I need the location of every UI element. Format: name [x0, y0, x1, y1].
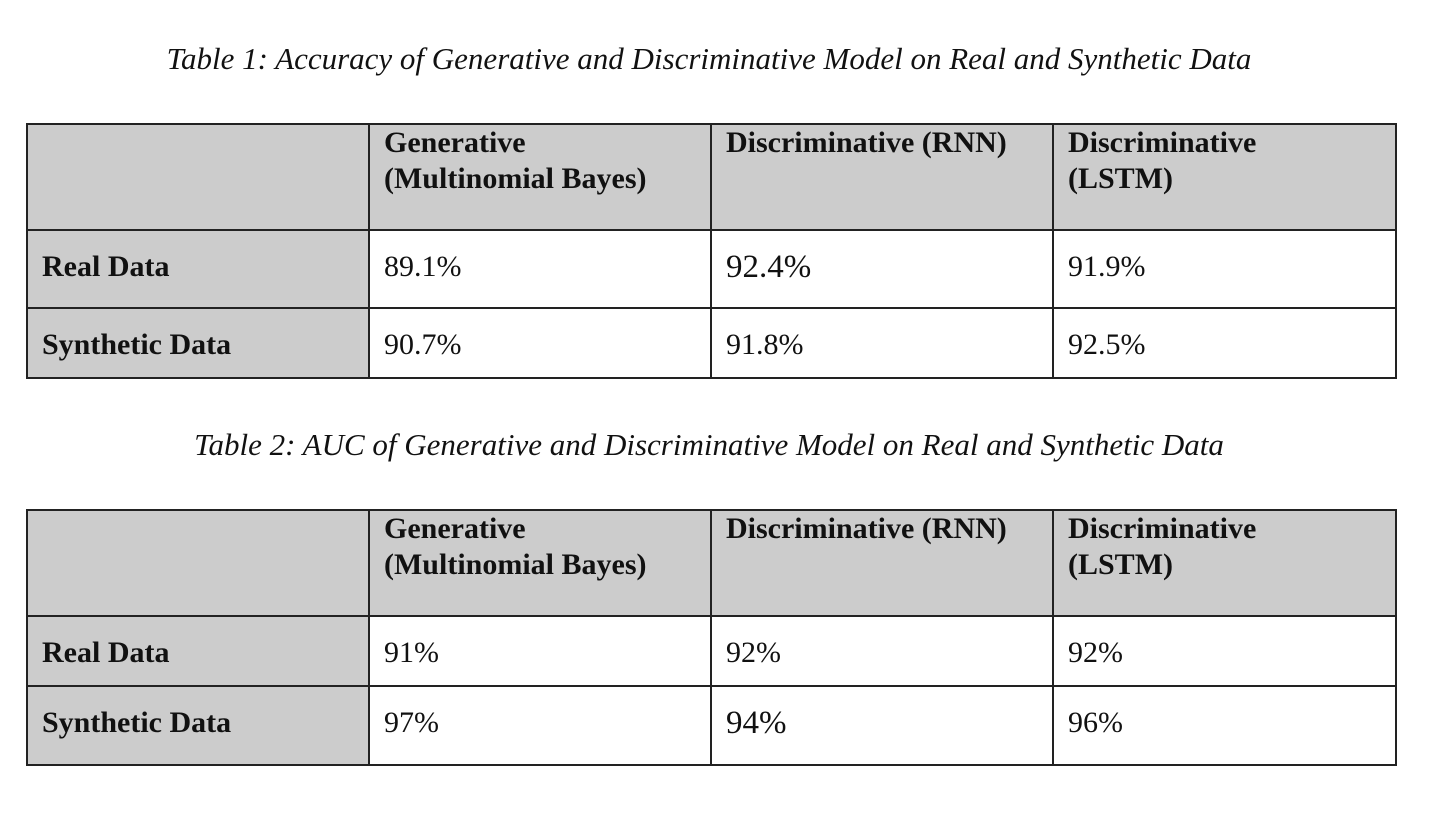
table-cell: 91.8% — [710, 307, 1054, 379]
column-header-lstm: Discriminative (LSTM) — [1052, 509, 1397, 617]
table-corner-cell — [26, 509, 370, 617]
table-corner-cell — [26, 123, 370, 231]
table-cell: 92% — [1052, 615, 1397, 687]
column-header-rnn: Discriminative (RNN) — [710, 509, 1054, 617]
column-header-line: Discriminative (RNN) — [726, 512, 1007, 545]
column-header-line: Discriminative — [1068, 512, 1257, 545]
table-row: Synthetic Data 97% 94% 96% — [26, 685, 1397, 766]
column-header-rnn: Discriminative (RNN) — [710, 123, 1054, 231]
table-cell: 96% — [1052, 685, 1397, 766]
column-header-line: Discriminative (RNN) — [726, 126, 1007, 159]
table-header-row: Generative (Multinomial Bayes) Discrimin… — [26, 123, 1397, 231]
table-cell: 91% — [368, 615, 712, 687]
column-header-line: Discriminative — [1068, 126, 1257, 159]
table-cell: 90.7% — [368, 307, 712, 379]
column-header-line: Generative — [384, 126, 526, 159]
row-label-real-data: Real Data — [26, 229, 370, 309]
table-row: Real Data 89.1% 92.4% 91.9% — [26, 229, 1397, 309]
table-cell: 92.5% — [1052, 307, 1397, 379]
row-label-synthetic-data: Synthetic Data — [26, 307, 370, 379]
table-row: Synthetic Data 90.7% 91.8% 92.5% — [26, 307, 1397, 379]
column-header-line: (Multinomial Bayes) — [384, 162, 647, 195]
column-header-lstm: Discriminative (LSTM) — [1052, 123, 1397, 231]
column-header-line: (LSTM) — [1068, 548, 1173, 581]
column-header-line: (Multinomial Bayes) — [384, 548, 647, 581]
table-cell: 92.4% — [710, 229, 1054, 309]
table-cell: 91.9% — [1052, 229, 1397, 309]
table-1-caption: Table 1: Accuracy of Generative and Disc… — [166, 41, 1252, 76]
table-2-caption: Table 2: AUC of Generative and Discrimin… — [194, 427, 1224, 462]
column-header-generative: Generative (Multinomial Bayes) — [368, 509, 712, 617]
row-label-real-data: Real Data — [26, 615, 370, 687]
column-header-line: Generative — [384, 512, 526, 545]
column-header-generative: Generative (Multinomial Bayes) — [368, 123, 712, 231]
table-row: Real Data 91% 92% 92% — [26, 615, 1397, 687]
column-header-line: (LSTM) — [1068, 162, 1173, 195]
table-cell: 92% — [710, 615, 1054, 687]
table-1: Generative (Multinomial Bayes) Discrimin… — [26, 123, 1397, 379]
table-cell: 94% — [710, 685, 1054, 766]
table-cell: 89.1% — [368, 229, 712, 309]
table-header-row: Generative (Multinomial Bayes) Discrimin… — [26, 509, 1397, 617]
row-label-synthetic-data: Synthetic Data — [26, 685, 370, 766]
table-2: Generative (Multinomial Bayes) Discrimin… — [26, 509, 1397, 766]
table-cell: 97% — [368, 685, 712, 766]
